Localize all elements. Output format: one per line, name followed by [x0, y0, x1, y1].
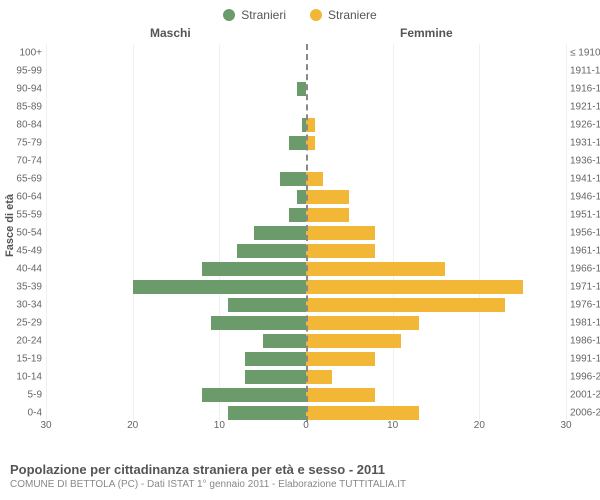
center-axis-line	[306, 44, 308, 422]
legend-swatch-female	[310, 9, 322, 21]
bar-female	[306, 208, 349, 222]
bar-male	[289, 136, 306, 150]
birth-year-label: 1956-1960	[570, 228, 600, 239]
bar-female	[306, 388, 375, 402]
column-headers: Maschi Femmine	[0, 26, 600, 44]
birth-year-label: 1946-1950	[570, 192, 600, 203]
birth-year-label: 1931-1935	[570, 138, 600, 149]
bar-male	[245, 352, 306, 366]
birth-year-label: 1941-1945	[570, 174, 600, 185]
bar-female	[306, 280, 523, 294]
age-label: 60-64	[2, 192, 42, 203]
bar-male	[228, 298, 306, 312]
bar-female	[306, 334, 401, 348]
x-tick-label: 10	[214, 420, 225, 431]
legend-label-female: Straniere	[328, 8, 377, 22]
birth-year-label: 1966-1970	[570, 264, 600, 275]
birth-year-label: 1921-1925	[570, 102, 600, 113]
age-label: 65-69	[2, 174, 42, 185]
legend-female: Straniere	[310, 8, 377, 22]
bar-female	[306, 190, 349, 204]
age-label: 5-9	[2, 390, 42, 401]
legend-label-male: Stranieri	[241, 8, 286, 22]
bar-male	[297, 190, 306, 204]
chart-title: Popolazione per cittadinanza straniera p…	[10, 462, 590, 477]
bar-male	[211, 316, 306, 330]
birth-year-label: 1981-1985	[570, 318, 600, 329]
bar-female	[306, 172, 323, 186]
birth-year-label: 1911-1915	[570, 66, 600, 77]
birth-year-label: 1961-1965	[570, 246, 600, 257]
birth-year-label: 1971-1975	[570, 282, 600, 293]
bar-female	[306, 262, 445, 276]
bar-female	[306, 226, 375, 240]
bar-male	[133, 280, 306, 294]
age-label: 10-14	[2, 372, 42, 383]
age-label: 35-39	[2, 282, 42, 293]
header-male: Maschi	[150, 26, 191, 40]
age-label: 40-44	[2, 264, 42, 275]
birth-year-label: 2006-2010	[570, 408, 600, 419]
age-label: 85-89	[2, 102, 42, 113]
header-female: Femmine	[400, 26, 453, 40]
grid-line	[566, 44, 567, 422]
population-pyramid-chart: Stranieri Straniere Maschi Femmine Fasce…	[0, 0, 600, 500]
birth-year-label: 1976-1980	[570, 300, 600, 311]
age-label: 45-49	[2, 246, 42, 257]
age-label: 90-94	[2, 84, 42, 95]
age-label: 100+	[2, 48, 42, 59]
x-tick-label: 20	[474, 420, 485, 431]
birth-year-label: 1986-1990	[570, 336, 600, 347]
legend-male: Stranieri	[223, 8, 286, 22]
bar-male	[245, 370, 306, 384]
birth-year-label: 2001-2005	[570, 390, 600, 401]
x-tick-label: 30	[40, 420, 51, 431]
age-label: 15-19	[2, 354, 42, 365]
age-label: 95-99	[2, 66, 42, 77]
age-label: 0-4	[2, 408, 42, 419]
bar-female	[306, 316, 419, 330]
bar-female	[306, 352, 375, 366]
bar-male	[297, 82, 306, 96]
bar-male	[202, 388, 306, 402]
bar-female	[306, 298, 505, 312]
x-tick-label: 10	[387, 420, 398, 431]
age-label: 20-24	[2, 336, 42, 347]
age-label: 30-34	[2, 300, 42, 311]
birth-year-label: ≤ 1910	[570, 48, 600, 59]
age-label: 70-74	[2, 156, 42, 167]
chart-subtitle: COMUNE DI BETTOLA (PC) - Dati ISTAT 1° g…	[10, 479, 590, 490]
birth-year-label: 1926-1930	[570, 120, 600, 131]
birth-year-label: 1951-1955	[570, 210, 600, 221]
title-block: Popolazione per cittadinanza straniera p…	[10, 462, 590, 490]
birth-year-label: 1936-1940	[570, 156, 600, 167]
age-label: 55-59	[2, 210, 42, 221]
bar-male	[263, 334, 306, 348]
bar-male	[254, 226, 306, 240]
x-tick-label: 20	[127, 420, 138, 431]
bar-male	[289, 208, 306, 222]
age-label: 50-54	[2, 228, 42, 239]
birth-year-label: 1996-2000	[570, 372, 600, 383]
bar-male	[202, 262, 306, 276]
legend: Stranieri Straniere	[0, 0, 600, 26]
age-label: 80-84	[2, 120, 42, 131]
x-tick-label: 30	[560, 420, 571, 431]
bar-female	[306, 370, 332, 384]
bar-male	[280, 172, 306, 186]
birth-year-label: 1991-1995	[570, 354, 600, 365]
age-label: 75-79	[2, 138, 42, 149]
birth-year-label: 1916-1920	[570, 84, 600, 95]
legend-swatch-male	[223, 9, 235, 21]
bar-female	[306, 244, 375, 258]
age-label: 25-29	[2, 318, 42, 329]
plot-area: Fasce di età Anni di nascita 100+≤ 19109…	[46, 44, 566, 422]
bar-male	[237, 244, 306, 258]
